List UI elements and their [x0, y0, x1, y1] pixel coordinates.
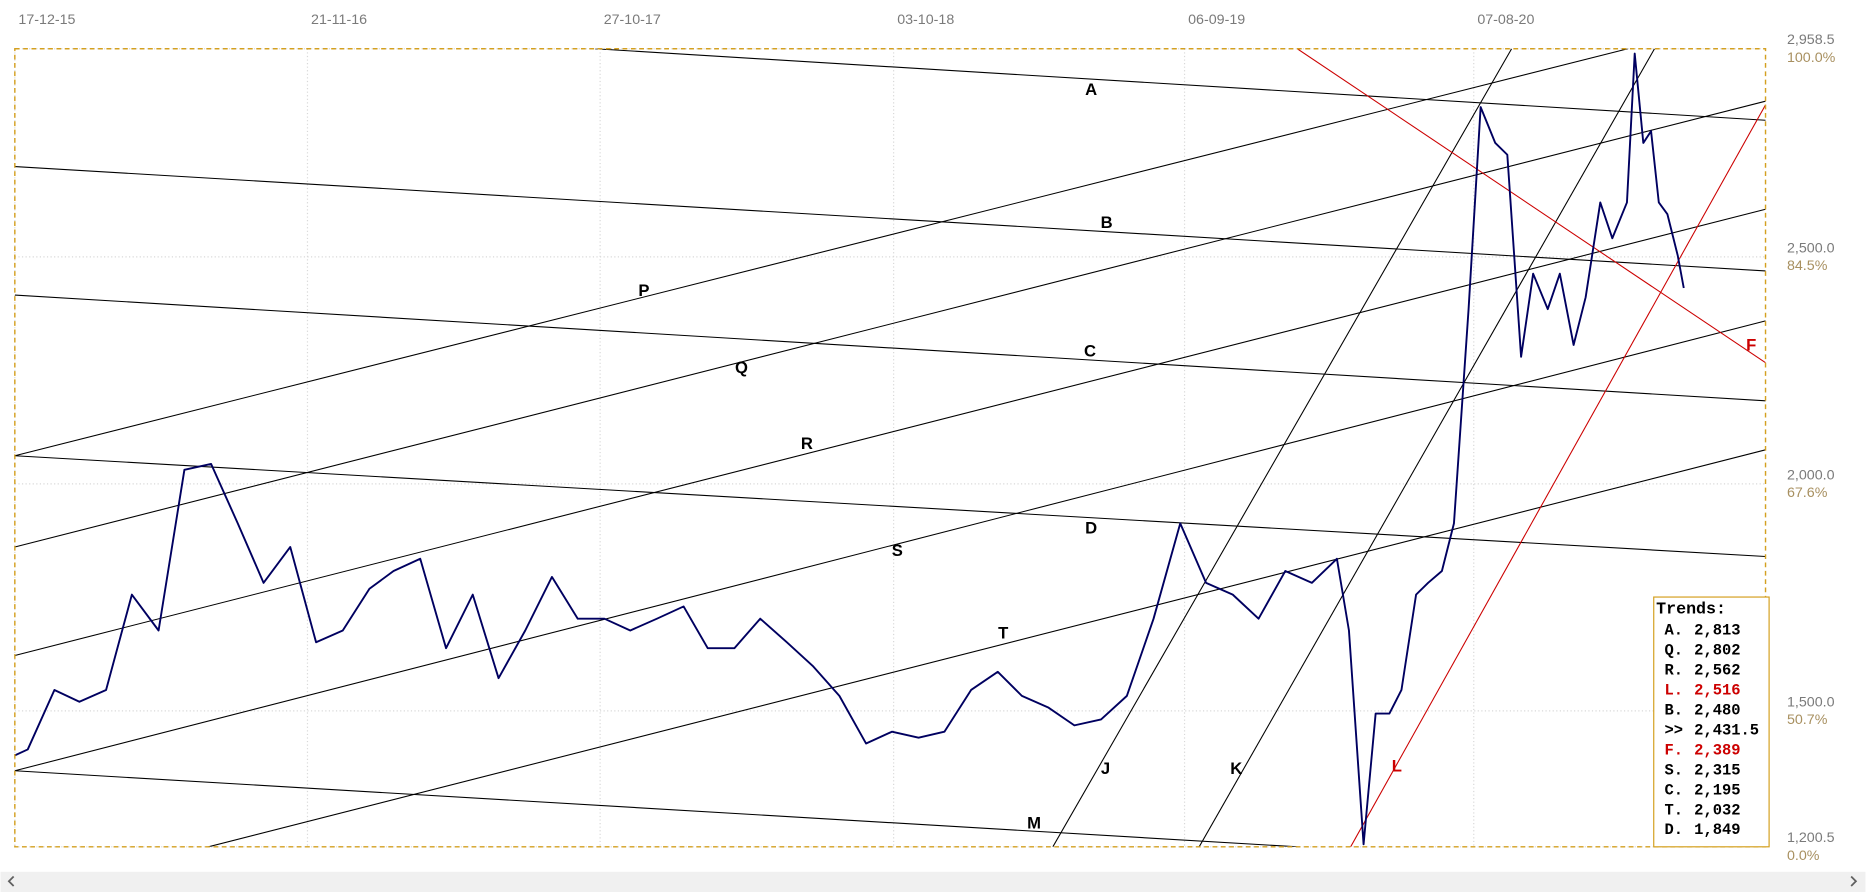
- trend-label: R: [801, 434, 813, 453]
- scrollbar[interactable]: [0, 871, 1866, 892]
- labels: 17-12-15 21-11-16 27-10-17 03-10-18 06-09-19…: [18, 12, 1835, 864]
- panel-value: 2,195: [1694, 781, 1740, 799]
- price-line: [14, 52, 1685, 846]
- trend-line: [1052, 48, 1513, 847]
- x-tick-label: 07-08-20: [1477, 12, 1534, 28]
- panel-key: L.: [1664, 681, 1683, 699]
- panel-key: D.: [1664, 821, 1683, 839]
- y-tick-label: 2,500.0: [1787, 240, 1835, 256]
- panel-value: 2,516: [1694, 681, 1740, 699]
- y-tick-label: 2,000.0: [1787, 467, 1835, 483]
- panel-key: A.: [1664, 621, 1683, 639]
- trend-line: [14, 770, 1298, 847]
- panel-value: 2,431.5: [1694, 721, 1759, 739]
- panel-key: T.: [1664, 801, 1683, 819]
- scroll-right[interactable]: [1850, 875, 1858, 887]
- trend-label: T: [998, 623, 1008, 642]
- y-tick-percent: 84.5%: [1787, 258, 1828, 274]
- price-series: [14, 52, 1685, 846]
- y-tick-label: 2,958.5: [1787, 32, 1835, 48]
- trend-label: C: [1084, 341, 1096, 360]
- panel-key: Q.: [1664, 641, 1683, 659]
- panel-key: S.: [1664, 761, 1683, 779]
- panel-value: 2,480: [1694, 701, 1740, 719]
- trend-label: K: [1230, 759, 1242, 778]
- trend-line: [14, 48, 1628, 457]
- trend-line: [1350, 104, 1766, 847]
- panel-key: C.: [1664, 781, 1683, 799]
- panel-value: 2,802: [1694, 641, 1740, 659]
- y-tick-percent: 0.0%: [1787, 848, 1820, 864]
- trends-panel: [1653, 596, 1770, 848]
- trend-line: [1297, 48, 1766, 364]
- x-tick-label: 03-10-18: [897, 12, 954, 28]
- trend-label: P: [638, 281, 649, 300]
- x-tick-label: 06-09-19: [1188, 12, 1245, 28]
- panel-value: 2,315: [1694, 761, 1740, 779]
- trend-label: L: [1392, 757, 1402, 776]
- trend-label: J: [1101, 759, 1110, 778]
- trend-line: [14, 294, 1766, 402]
- trend-line: [14, 100, 1766, 548]
- panel-value: 2,562: [1694, 661, 1740, 679]
- plot-border: [14, 48, 1767, 848]
- trend-line: [1198, 48, 1655, 847]
- scroll-left[interactable]: [7, 875, 15, 887]
- y-tick-percent: 67.6%: [1787, 485, 1828, 501]
- panel-value: 2,032: [1694, 801, 1740, 819]
- y-tick-label: 1,200.5: [1787, 830, 1835, 846]
- trend-line: [14, 455, 1766, 558]
- y-tick-percent: 50.7%: [1787, 712, 1828, 728]
- panel-value: 2,813: [1694, 621, 1740, 639]
- trend-line: [14, 320, 1766, 772]
- panel-key: F.: [1664, 741, 1683, 759]
- panel-key: B.: [1664, 701, 1683, 719]
- trend-label: D: [1085, 519, 1097, 538]
- panel-title: Trends:: [1656, 599, 1726, 618]
- y-tick-percent: 100.0%: [1787, 50, 1836, 66]
- panel-value: 2,389: [1694, 741, 1740, 759]
- trend-line: [594, 48, 1766, 121]
- trend-label: F: [1746, 335, 1756, 354]
- y-tick-label: 1,500.0: [1787, 694, 1835, 710]
- trend-label: B: [1101, 213, 1113, 232]
- panel-value: 1,849: [1694, 821, 1740, 839]
- x-tick-label: 27-10-17: [604, 12, 661, 28]
- trend-label: Q: [735, 358, 748, 377]
- x-tick-label: 21-11-16: [311, 12, 367, 28]
- trend-line: [208, 449, 1766, 847]
- panel-key: R.: [1664, 661, 1683, 679]
- trend-label: S: [892, 541, 903, 560]
- trend-line: [14, 208, 1766, 656]
- trend-label: A: [1085, 80, 1097, 99]
- panel-key: >>: [1664, 721, 1683, 739]
- trend-line: [14, 166, 1766, 272]
- x-tick-label: 17-12-15: [18, 12, 75, 28]
- trend-lines: [14, 48, 1766, 847]
- trend-label: M: [1027, 814, 1041, 833]
- trends-panel-text: Trends: A. 2,813 Q. 2,802 R. 2,562 L. 2,516 B. 2,4…: [1656, 599, 1759, 839]
